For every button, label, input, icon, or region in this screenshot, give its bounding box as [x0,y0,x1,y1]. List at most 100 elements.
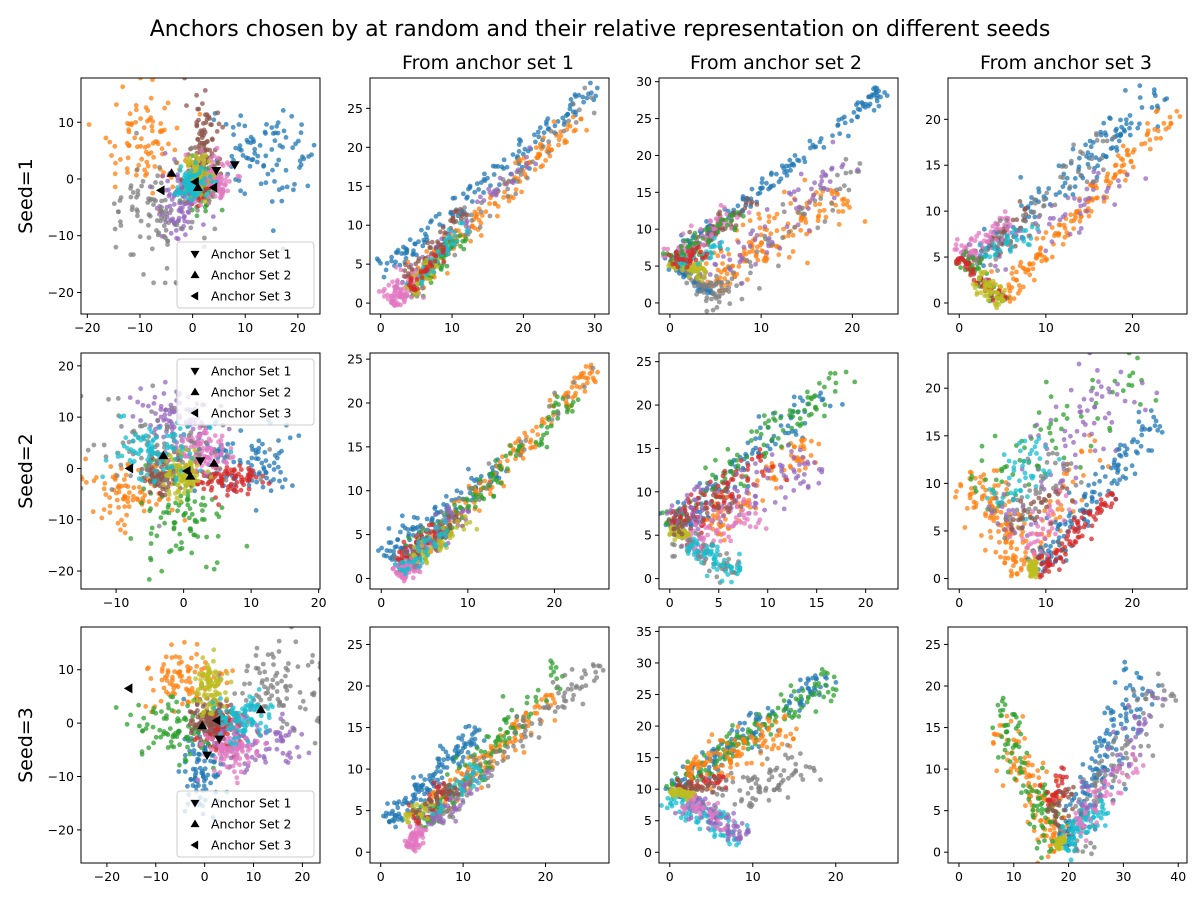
data-point [414,252,419,258]
data-point [167,453,173,458]
data-point [721,205,727,210]
data-point [570,408,575,414]
data-point [244,543,250,549]
data-point [754,249,760,255]
data-point [788,201,794,206]
data-point [747,249,752,255]
data-point [225,188,231,194]
data-point [168,230,174,236]
data-point [123,435,129,441]
data-point [843,170,849,176]
data-point [256,472,262,477]
data-point [533,145,539,151]
y-tick-label: 25 [347,101,363,116]
data-point [573,120,579,125]
data-point [473,213,479,219]
data-point [402,576,408,582]
data-point [562,138,568,143]
data-point [138,218,144,224]
data-point [298,130,304,136]
data-point [392,544,398,550]
data-point [436,241,441,246]
data-point [408,275,414,281]
data-point [846,133,851,139]
data-point [665,246,671,252]
data-point [195,106,201,112]
data-point [197,140,203,146]
data-point [198,468,204,474]
data-point [1060,241,1066,247]
data-point [1083,197,1088,203]
legend-marker-triangle-left [190,291,199,301]
data-point [560,115,566,121]
data-point [516,443,522,449]
data-point [732,227,738,233]
data-point [979,256,985,262]
data-point [842,120,848,126]
data-point [491,477,497,482]
data-point [475,199,480,205]
data-point [524,434,529,440]
data-point [183,177,189,183]
x-tick-label: 10 [460,595,476,610]
data-point [406,535,412,541]
y-tick-label: 15 [347,179,363,194]
data-point [1127,132,1133,138]
data-point [688,258,693,263]
y-tick-label: 10 [347,483,363,498]
data-point [136,484,142,490]
data-point [157,425,162,431]
data-point [252,146,258,152]
data-point [204,446,210,451]
anchor-set-1-marker [195,457,206,466]
data-point [463,514,468,520]
legend-box [176,241,315,309]
data-point [211,117,217,123]
data-point [182,78,187,81]
data-point [747,218,753,224]
data-point [787,157,793,163]
data-point [689,277,694,283]
y-tick-label: 5 [355,257,363,272]
data-point [513,453,519,458]
data-point [554,394,560,400]
data-point [261,465,267,470]
data-point [981,263,986,269]
data-point [148,555,153,561]
data-point [708,244,714,250]
data-point [166,488,172,494]
data-point [766,235,772,241]
y-tick-label: 10 [925,204,941,219]
data-point [688,223,694,229]
data-point [427,277,433,282]
data-point [725,279,731,285]
data-point [1032,214,1038,220]
data-point [577,107,582,113]
data-point [177,168,183,173]
data-point [185,497,191,502]
data-point [126,129,132,135]
data-point [117,198,123,203]
data-point [684,264,690,270]
data-point [154,533,160,539]
data-point [792,153,798,158]
data-point [246,486,252,492]
data-point [702,227,708,233]
data-point [422,539,427,545]
data-point [776,263,781,269]
data-point [178,164,184,169]
data-point [1123,117,1129,122]
data-point [454,525,459,530]
data-point [107,495,112,500]
data-point [237,174,243,180]
y-tick-label: 20 [347,140,363,155]
axes-frame-row2-col2 [369,352,610,590]
data-point [510,180,516,186]
data-point [424,516,430,522]
data-point [567,106,573,112]
data-point [1127,125,1132,131]
data-point [201,132,207,138]
data-point [711,235,717,241]
data-point [784,173,790,178]
